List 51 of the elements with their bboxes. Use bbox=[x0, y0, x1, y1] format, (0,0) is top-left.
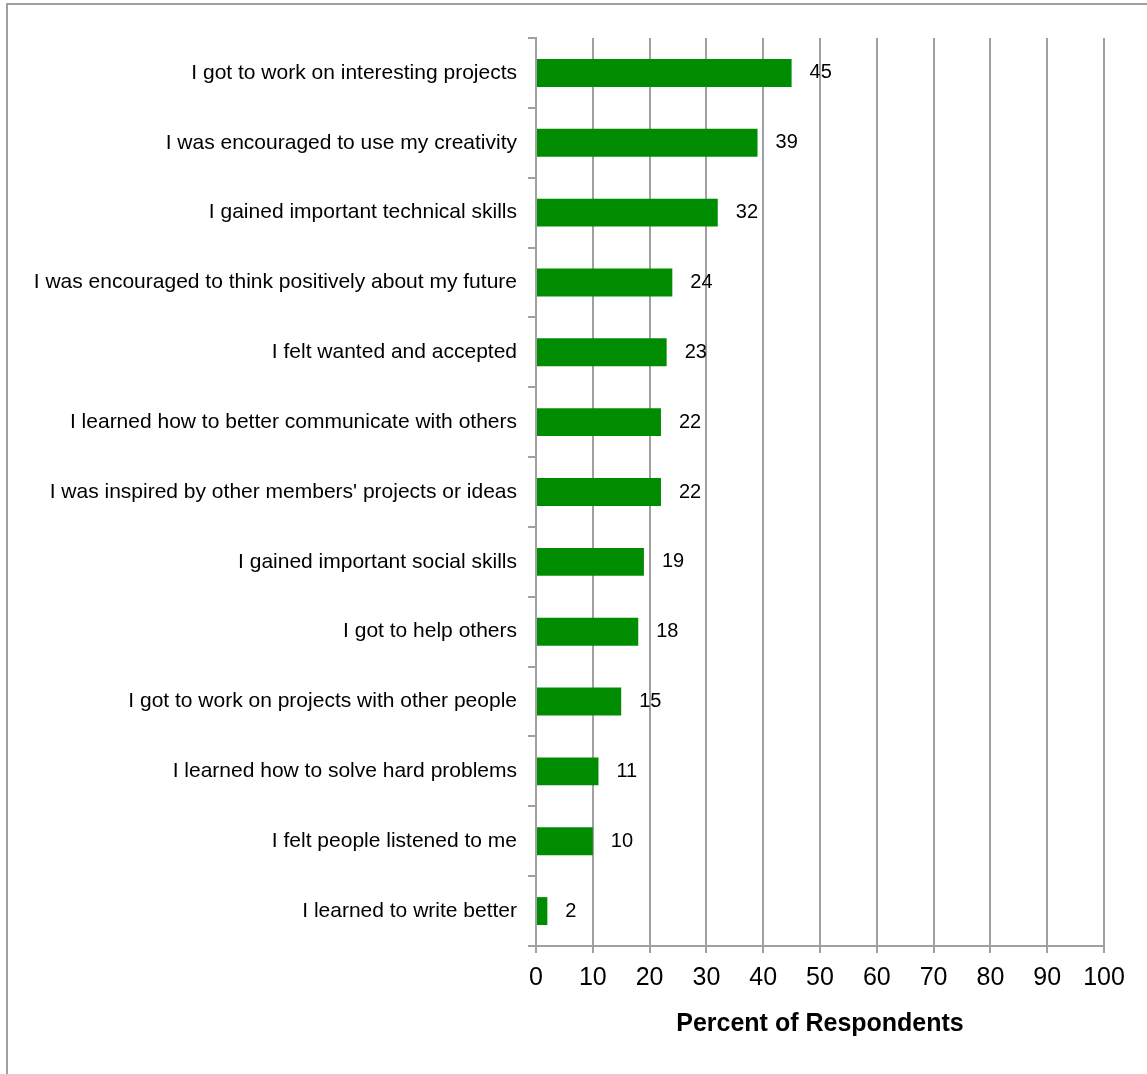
bar bbox=[537, 757, 599, 786]
x-tick-label: 10 bbox=[578, 961, 607, 990]
bar bbox=[537, 617, 639, 646]
data-label: 19 bbox=[661, 549, 685, 572]
bar bbox=[537, 58, 792, 87]
bar bbox=[537, 198, 718, 227]
bar bbox=[537, 128, 758, 157]
x-tick-label: 60 bbox=[862, 961, 891, 990]
x-tick-label: 40 bbox=[749, 961, 778, 990]
x-tick-label: 90 bbox=[1033, 961, 1062, 990]
data-label: 15 bbox=[639, 689, 662, 712]
data-label: 22 bbox=[678, 479, 702, 502]
y-tick-label: I felt people listened to me bbox=[271, 828, 517, 852]
y-tick-label: I felt wanted and accepted bbox=[271, 339, 517, 363]
y-tick-label: I learned how to solve hard problems bbox=[172, 758, 517, 782]
data-label: 10 bbox=[610, 828, 634, 851]
bar bbox=[537, 547, 644, 576]
y-tick-label: I was encouraged to use my creativity bbox=[165, 129, 518, 153]
bar bbox=[537, 687, 622, 716]
bar bbox=[537, 408, 661, 437]
data-label: 2 bbox=[565, 898, 577, 921]
data-label: 24 bbox=[690, 269, 713, 292]
y-tick-label: I got to work on interesting projects bbox=[191, 59, 517, 83]
y-tick-label: I gained important technical skills bbox=[208, 199, 517, 223]
data-label: 32 bbox=[735, 200, 759, 223]
y-tick-label: I was inspired by other members' projects or ideas bbox=[49, 478, 517, 502]
x-tick-label: 50 bbox=[806, 961, 834, 990]
y-tick-label: I learned how to better communicate with others bbox=[69, 408, 517, 432]
bar bbox=[537, 827, 593, 856]
bar bbox=[537, 338, 667, 367]
data-label: 22 bbox=[678, 409, 702, 432]
y-tick-label: I got to help others bbox=[343, 618, 517, 642]
y-tick-label: I learned to write better bbox=[302, 897, 517, 921]
data-label: 39 bbox=[775, 130, 798, 153]
x-tick-label: 80 bbox=[976, 961, 1005, 990]
bar bbox=[537, 478, 661, 506]
data-label: 23 bbox=[684, 339, 707, 362]
x-axis-title: Percent of Respondents bbox=[676, 1007, 964, 1036]
x-tick-label: 20 bbox=[635, 961, 664, 990]
y-tick-label: I got to work on projects with other people bbox=[128, 688, 517, 712]
bar bbox=[537, 268, 673, 297]
y-tick-label: I gained important social skills bbox=[238, 548, 517, 572]
x-tick-label: 70 bbox=[919, 961, 948, 990]
data-label: 11 bbox=[616, 758, 638, 781]
data-label: 45 bbox=[809, 60, 832, 83]
y-tick-label: I was encouraged to think positively about my future bbox=[33, 269, 517, 293]
x-tick-label: 100 bbox=[1083, 961, 1125, 990]
x-tick-label: 0 bbox=[529, 961, 543, 990]
x-tick-label: 30 bbox=[692, 961, 721, 990]
data-label: 18 bbox=[656, 619, 679, 642]
bar bbox=[537, 897, 548, 926]
